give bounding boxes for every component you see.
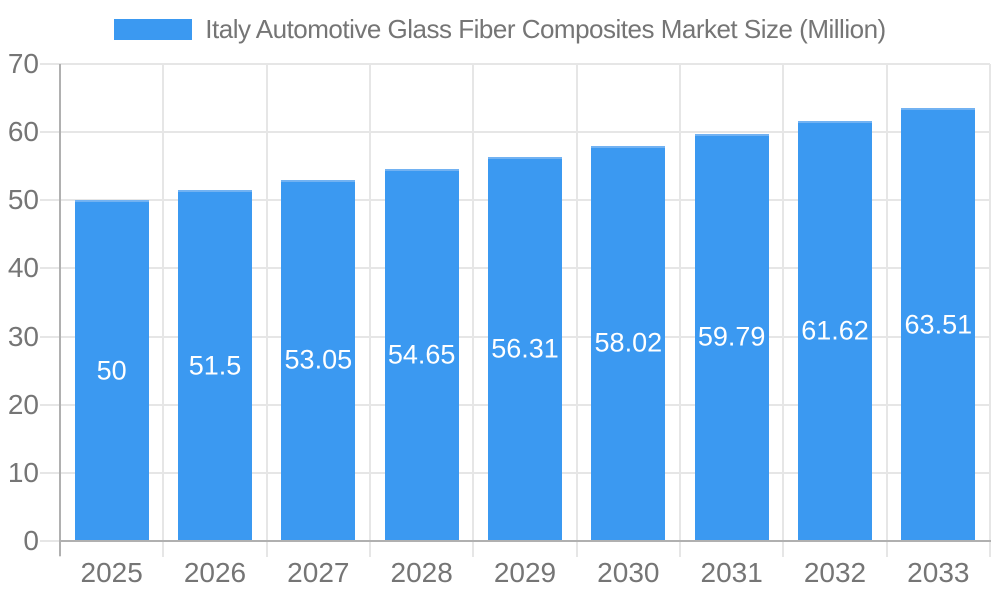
y-axis-label: 70: [7, 48, 39, 79]
x-axis-tick: [265, 541, 268, 557]
x-axis-label: 2031: [700, 557, 763, 588]
y-axis-tick: [40, 335, 60, 338]
gridline-vertical: [575, 64, 578, 541]
gridline-vertical: [679, 64, 681, 541]
gridline-vertical: [472, 64, 475, 541]
bar-value-label: 50: [96, 355, 127, 386]
legend-label: Italy Automotive Glass Fiber Composites …: [205, 14, 886, 44]
x-axis-tick: [162, 541, 165, 557]
bar: 54.65: [384, 168, 459, 541]
bar: 59.79: [694, 133, 769, 541]
gridline-vertical: [885, 64, 888, 541]
y-axis-label: 30: [7, 320, 39, 352]
x-axis-tick: [59, 541, 61, 557]
y-axis-label: 0: [23, 525, 39, 556]
bar: 53.05: [281, 179, 356, 541]
x-axis-tick: [885, 541, 888, 557]
bar: 56.31: [488, 157, 562, 541]
bar-value-label: 63.51: [904, 309, 973, 340]
bar-value-label: 56.31: [491, 333, 559, 364]
bar-value-label: 61.62: [801, 315, 869, 346]
x-axis-tick: [989, 541, 991, 557]
bar-value-label: 58.02: [594, 327, 663, 358]
gridline-vertical: [782, 64, 785, 541]
bar-value-label: 51.5: [188, 350, 242, 381]
chart-legend: Italy Automotive Glass Fiber Composites …: [0, 14, 1000, 45]
x-axis-label: 2033: [907, 557, 970, 588]
y-axis-tick: [40, 199, 60, 202]
x-axis-label: 2030: [597, 557, 660, 588]
bar-value-label: 53.05: [284, 344, 353, 375]
y-axis-label: 20: [7, 388, 39, 420]
bar: 61.62: [798, 121, 872, 541]
gridline-vertical: [162, 64, 165, 541]
gridline-vertical: [265, 64, 268, 541]
bar: 58.02: [591, 145, 666, 541]
bar: 51.5: [178, 190, 252, 541]
y-axis-tick: [40, 471, 60, 474]
bar-value-label: 54.65: [387, 339, 456, 370]
x-axis-tick: [575, 541, 578, 557]
x-axis-label: 2032: [803, 557, 867, 588]
x-axis-label: 2026: [183, 557, 247, 588]
x-axis-tick: [472, 541, 475, 557]
gridline-vertical: [369, 64, 371, 541]
x-axis-label: 2027: [287, 557, 350, 588]
y-axis-tick: [40, 403, 60, 406]
x-axis-label: 2025: [80, 557, 143, 588]
y-axis-label: 10: [7, 456, 39, 488]
y-axis-label: 60: [7, 116, 39, 148]
y-axis-tick: [40, 63, 60, 65]
gridline-vertical: [989, 64, 991, 541]
y-axis-tick: [40, 540, 60, 542]
x-axis-tick: [679, 541, 681, 557]
bar: 50: [74, 200, 149, 541]
x-axis-tick: [369, 541, 371, 557]
x-axis-label: 2029: [493, 557, 557, 588]
gridline-horizontal: [60, 63, 990, 65]
x-axis-tick: [782, 541, 785, 557]
plot-area: 0 10 20 30 40 50 60 70 50 2025 51.5 2026 53.05 2027 54…: [8, 50, 991, 587]
y-axis-tick: [40, 131, 60, 134]
bar-value-label: 59.79: [697, 321, 766, 352]
y-axis-label: 50: [7, 184, 39, 216]
y-axis-label: 40: [7, 252, 39, 284]
y-axis-tick: [40, 267, 60, 270]
legend-swatch-icon: [114, 19, 193, 40]
x-axis-label: 2028: [390, 557, 453, 588]
y-axis-line: [59, 64, 61, 556]
bar: 63.51: [901, 108, 976, 541]
